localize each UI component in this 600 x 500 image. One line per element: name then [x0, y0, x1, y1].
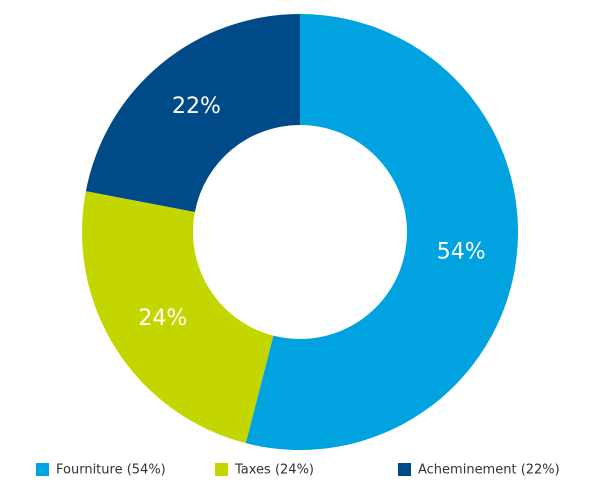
- legend-swatch: [36, 463, 49, 476]
- slice-label: 24%: [138, 306, 187, 331]
- legend-swatch: [215, 463, 228, 476]
- legend-swatch: [398, 463, 411, 476]
- donut-slice: [245, 14, 519, 451]
- legend-label: Acheminement (22%): [418, 463, 560, 478]
- slice-label: 22%: [172, 94, 221, 119]
- donut-slice: [81, 191, 274, 444]
- slice-label: 54%: [437, 239, 486, 264]
- donut-slice: [85, 14, 300, 212]
- legend-label: Taxes (24%): [234, 463, 314, 478]
- legend-label: Fourniture (54%): [56, 463, 166, 478]
